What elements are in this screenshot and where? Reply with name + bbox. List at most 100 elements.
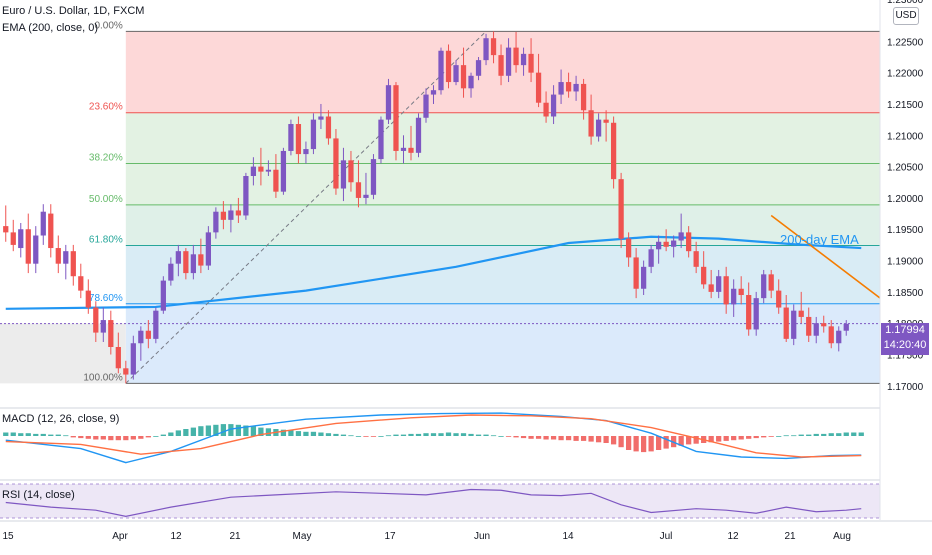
candle-body <box>776 290 782 308</box>
macd-histogram-bar <box>858 432 864 436</box>
macd-histogram-bar <box>318 432 324 436</box>
candle-body <box>168 263 174 281</box>
macd-histogram-bar <box>325 433 332 436</box>
macd-indicator-label[interactable]: MACD (12, 26, close, 9) <box>2 413 120 425</box>
macd-histogram-bar <box>145 436 151 438</box>
candle-body <box>70 251 76 277</box>
macd-histogram-bar <box>821 433 827 436</box>
macd-histogram-bar <box>303 431 309 436</box>
bar-countdown: 14:20:40 <box>883 339 927 351</box>
macd-histogram-bar <box>610 436 617 445</box>
price-axis[interactable]: 1.22500 1.22000 1.21500 1.21000 1.20500 1.200… <box>879 0 932 550</box>
candle-body <box>228 210 234 220</box>
candle-body <box>768 274 774 291</box>
candle-body <box>130 343 136 375</box>
candle-body <box>821 323 827 327</box>
current-price-value: 1.17994 <box>885 324 925 336</box>
candle-body <box>656 241 662 250</box>
macd-histogram-bar <box>565 436 572 441</box>
ema-indicator-label[interactable]: EMA (200, close, 0) <box>2 22 98 34</box>
fib-level-label: 50.00% <box>89 194 123 205</box>
candle-body <box>100 320 106 333</box>
macd-histogram-bar <box>791 435 797 437</box>
macd-histogram-bar <box>378 436 384 437</box>
macd-histogram-bar <box>63 435 69 437</box>
candle-body <box>671 240 677 247</box>
candle-body <box>753 298 759 330</box>
candle-body <box>535 72 542 103</box>
macd-histogram-bar <box>723 436 729 441</box>
candle-body <box>580 83 587 111</box>
time-tick-label: 17 <box>384 531 396 542</box>
candle-body <box>505 47 512 76</box>
candle-body <box>63 251 69 264</box>
fib-levels: 0.00% 23.60% 38.20% 50.00% 61.80% 78.60% 100.0… <box>83 20 880 384</box>
macd-histogram-bar <box>85 436 91 439</box>
candle-body <box>213 211 219 233</box>
candle-body <box>78 276 84 291</box>
macd-histogram-bar <box>130 436 136 440</box>
candle-body <box>678 232 684 241</box>
macd-histogram-bar <box>483 434 489 436</box>
macd-histogram-bar <box>10 432 16 436</box>
macd-histogram-bar <box>603 436 609 443</box>
macd-histogram-bar <box>753 436 759 439</box>
macd-histogram-bar <box>243 425 249 436</box>
macd-histogram-bar <box>453 433 459 436</box>
macd-histogram-bar <box>55 434 61 436</box>
candle-body <box>595 119 602 137</box>
price-tick-label: 1.23000 <box>887 0 924 6</box>
fib-zones <box>0 31 881 384</box>
candle-body <box>115 347 121 369</box>
candle-body <box>543 102 549 117</box>
candle-body <box>153 310 159 339</box>
macd-histogram-bar <box>445 432 452 436</box>
candle-body <box>423 94 429 118</box>
macd-histogram-bar <box>400 434 407 436</box>
candle-body <box>686 232 692 252</box>
candle-body <box>205 232 211 266</box>
price-tick-label: 1.17000 <box>887 382 924 393</box>
candle-body <box>836 330 842 344</box>
rsi-indicator-label[interactable]: RSI (14, close) <box>2 489 75 501</box>
candle-body <box>198 254 204 266</box>
currency-button[interactable]: USD <box>893 7 919 25</box>
macd-histogram-bar <box>543 436 549 440</box>
time-tick-label: May <box>293 531 312 542</box>
macd-histogram-bar <box>340 434 347 436</box>
symbol-title[interactable]: Euro / U.S. Dollar, 1D, FXCM <box>2 5 145 17</box>
macd-histogram-bar <box>505 436 512 437</box>
candle-body <box>648 249 654 267</box>
candle-body <box>738 288 744 296</box>
macd-histogram-bar <box>355 436 362 437</box>
macd-histogram-bar <box>115 436 121 441</box>
macd-histogram-bar <box>258 427 264 436</box>
candle-body <box>378 119 384 160</box>
candle-body <box>138 330 144 344</box>
macd-histogram-bar <box>18 433 24 436</box>
price-tick-label: 1.19500 <box>887 225 924 236</box>
fib-level-label: 61.80% <box>89 235 123 246</box>
candle-body <box>708 284 714 292</box>
candle-body <box>370 159 377 195</box>
price-tick-label: 1.20500 <box>887 163 924 174</box>
macd-histogram-bar <box>153 436 159 437</box>
fib-level-label: 0.00% <box>94 20 122 31</box>
time-tick-label: 21 <box>784 531 796 542</box>
macd-histogram-bar <box>160 434 166 436</box>
macd-histogram-bar <box>693 436 699 444</box>
fib-zone <box>125 204 881 246</box>
candle-body <box>18 229 24 249</box>
macd-histogram-bar <box>408 433 414 436</box>
macd-histogram-bar <box>813 433 819 436</box>
candle-body <box>33 235 39 264</box>
time-axis[interactable]: 15 Apr 12 21 May 17 Jun 14 Jul 12 21 Aug <box>0 520 932 542</box>
macd-histogram-bar <box>175 430 181 436</box>
macd-histogram-bar <box>385 435 392 437</box>
macd-histogram-bar <box>430 433 437 436</box>
candles[interactable] <box>3 31 849 384</box>
candle-body <box>40 211 46 236</box>
macd-histogram-bar <box>768 436 774 437</box>
macd-histogram-bar <box>25 433 31 436</box>
